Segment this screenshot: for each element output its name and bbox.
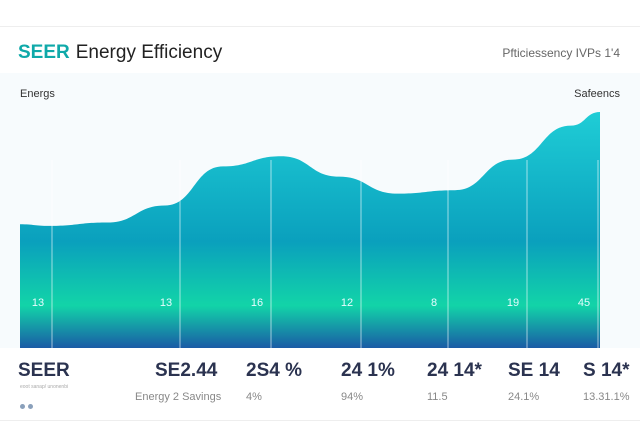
page-title: SEER Energy Efficiency	[18, 42, 222, 64]
stat-label: 4%	[246, 391, 262, 403]
footer-divider	[0, 420, 640, 421]
stat-value: 24 1%	[341, 360, 395, 381]
band-label: 12	[341, 297, 353, 309]
band-label: 45	[578, 297, 590, 309]
left-axis-label: Energs	[20, 88, 55, 100]
stat-value: S 14*	[583, 360, 630, 381]
stat-label: 13.31.1%	[583, 391, 630, 403]
right-axis-label: Safeencs	[574, 88, 620, 100]
brand-logo: SEER	[18, 42, 70, 63]
band-label: 16	[251, 297, 263, 309]
stat-value: SE2.44	[155, 360, 218, 381]
stat-label: Energy 2 Savings	[135, 391, 222, 403]
stat-label: 94%	[341, 391, 364, 403]
band-label: 19	[507, 297, 519, 309]
band-label: 13	[32, 297, 44, 309]
stat-value: SE 14	[508, 360, 560, 381]
area-series	[20, 112, 600, 348]
stat-value: SEER	[18, 360, 70, 381]
pager-dots[interactable]	[20, 396, 36, 414]
stat-value: 2S4 %	[246, 360, 302, 381]
band-label: 8	[431, 297, 437, 309]
stat-label: 24.1%	[508, 391, 540, 403]
stats-note: eoot sanap/ unonenbi	[20, 384, 69, 390]
band-label: 13	[160, 297, 172, 309]
stat-value: 24 14*	[427, 360, 482, 381]
stat-label: 11.5	[427, 391, 448, 403]
header-info: Pfticiessency IVPs 1'4	[502, 46, 620, 60]
title-text: Energy Efficiency	[75, 42, 223, 63]
